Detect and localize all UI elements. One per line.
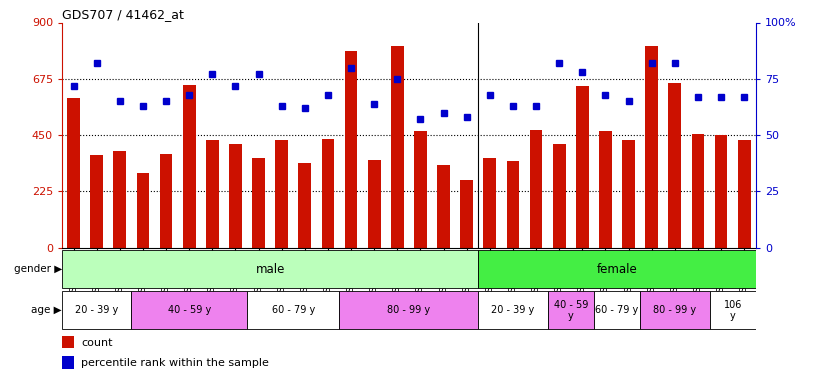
Bar xyxy=(62,336,74,348)
Bar xyxy=(437,165,450,248)
Text: 80 - 99 y: 80 - 99 y xyxy=(653,305,696,315)
Bar xyxy=(344,51,358,248)
Bar xyxy=(247,291,339,329)
Bar xyxy=(714,135,728,248)
Bar xyxy=(414,131,427,248)
Text: 20 - 39 y: 20 - 39 y xyxy=(491,305,534,315)
Bar xyxy=(529,130,543,248)
Text: 20 - 39 y: 20 - 39 y xyxy=(75,305,118,315)
Bar xyxy=(229,144,242,248)
Bar xyxy=(478,250,756,288)
Bar xyxy=(183,85,196,248)
Bar xyxy=(391,46,404,248)
Bar xyxy=(368,160,381,248)
Bar xyxy=(506,161,520,248)
Bar xyxy=(275,140,288,248)
Bar xyxy=(599,131,612,248)
Bar xyxy=(252,158,265,248)
Bar xyxy=(691,134,705,248)
Bar xyxy=(548,291,594,329)
Bar xyxy=(90,155,103,248)
Text: 80 - 99 y: 80 - 99 y xyxy=(387,305,430,315)
Text: percentile rank within the sample: percentile rank within the sample xyxy=(82,358,269,368)
Bar xyxy=(576,86,589,248)
Text: GDS707 / 41462_at: GDS707 / 41462_at xyxy=(62,8,184,21)
Bar xyxy=(553,144,566,248)
Bar xyxy=(67,98,80,248)
Bar xyxy=(298,162,311,248)
Text: count: count xyxy=(82,338,113,348)
Bar xyxy=(668,82,681,248)
Bar xyxy=(483,158,496,248)
Bar xyxy=(710,291,756,329)
Text: age ▶: age ▶ xyxy=(31,305,62,315)
Bar xyxy=(339,291,478,329)
Bar xyxy=(460,180,473,248)
Bar xyxy=(738,140,751,248)
Bar xyxy=(159,154,173,248)
Bar xyxy=(113,151,126,248)
Text: 40 - 59
y: 40 - 59 y xyxy=(553,300,588,321)
Text: 40 - 59 y: 40 - 59 y xyxy=(168,305,211,315)
Text: 60 - 79 y: 60 - 79 y xyxy=(272,305,315,315)
Bar xyxy=(62,291,131,329)
Bar xyxy=(622,140,635,248)
Bar xyxy=(594,291,640,329)
Bar xyxy=(321,139,335,248)
Bar xyxy=(136,172,150,248)
Bar xyxy=(640,291,710,329)
Bar xyxy=(62,357,74,369)
Bar xyxy=(131,291,247,329)
Text: 60 - 79 y: 60 - 79 y xyxy=(596,305,638,315)
Bar xyxy=(478,291,548,329)
Text: 106
y: 106 y xyxy=(724,300,742,321)
Bar xyxy=(62,250,478,288)
Bar xyxy=(206,140,219,248)
Text: female: female xyxy=(596,262,638,276)
Text: male: male xyxy=(255,262,285,276)
Text: gender ▶: gender ▶ xyxy=(14,264,62,274)
Bar xyxy=(645,46,658,248)
